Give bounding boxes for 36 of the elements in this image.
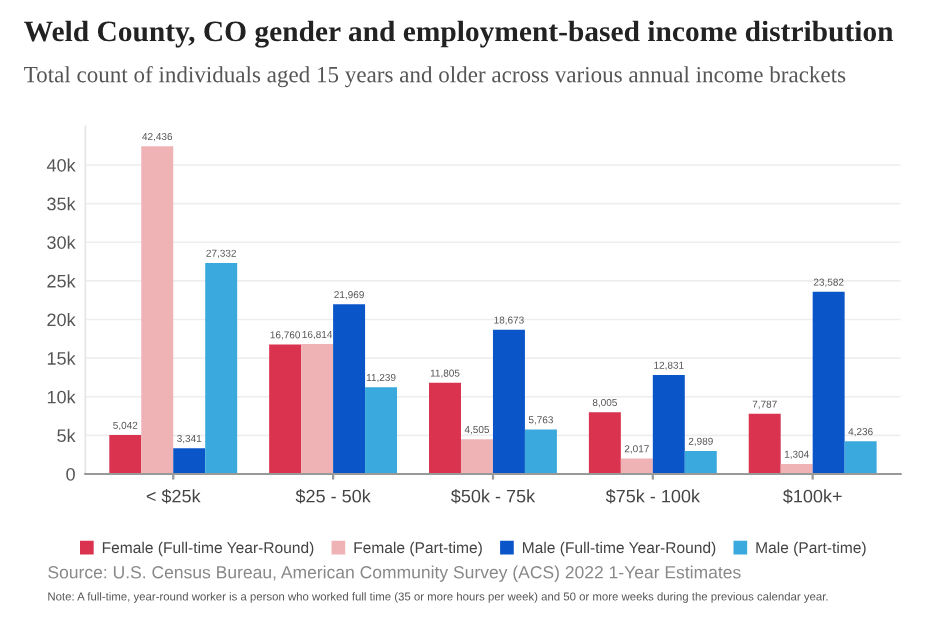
y-tick-label: 10k [47,390,76,404]
chart-subtitle: Total count of individuals aged 15 years and older across various annual income brackets [24,65,846,88]
bar [652,374,685,474]
bar [205,262,238,474]
y-tick-label: 25k [47,274,76,288]
bar [684,450,717,474]
y-tick-label: 15k [47,351,76,365]
bar [301,344,334,474]
bar [173,448,206,474]
bar [524,429,557,474]
source-note: Source: U.S. Census Bureau, American Community Survey (ACS) 2022 1-Year Estimates [48,565,741,582]
bar [844,441,877,474]
x-tick-label: $100k+ [783,489,842,504]
y-tick-label: 35k [47,197,76,211]
bar [492,329,525,474]
bar [748,413,781,474]
y-tick-label: 0 [66,467,75,481]
y-tick-label: 20k [47,312,76,327]
bar [365,387,398,474]
bar [620,458,653,474]
bar [269,344,302,474]
bar [460,439,493,474]
x-tick-label: $25 - 50k [295,489,371,504]
bar [333,304,366,474]
bar [429,382,461,474]
bar [109,435,142,474]
bar [141,146,174,474]
y-tick-label: 30k [47,235,76,249]
y-tick-label: 40k [46,158,76,172]
y-tick-label: 5k [57,428,76,443]
x-tick-label: $50k - 75k [451,489,536,504]
bar [812,291,845,474]
x-tick-label: $75k - 100k [605,489,701,504]
bar [588,412,621,474]
chart-title: Weld County, CO gender and employment-based income distribution [24,20,894,48]
x-tick-label: < $25k [146,489,201,504]
